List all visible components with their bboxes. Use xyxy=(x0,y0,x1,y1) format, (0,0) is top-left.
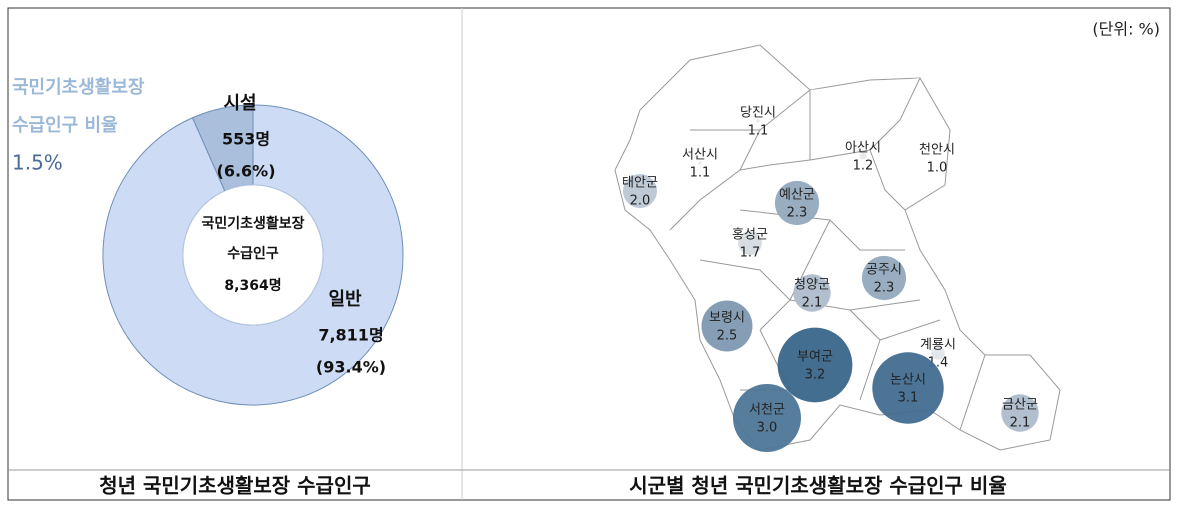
left-caption: 청년 국민기초생활보장 수급인구 xyxy=(99,474,371,498)
region-bubble xyxy=(859,152,867,160)
region-bubble xyxy=(774,180,820,226)
unit-label: (단위: %) xyxy=(1092,20,1160,39)
region-name: 보령시 xyxy=(709,311,745,326)
segment-name: 일반 xyxy=(328,289,362,310)
region-value: 1.0 xyxy=(927,161,948,176)
note-value: 1.5% xyxy=(12,151,63,175)
region-value: 2.1 xyxy=(1010,416,1031,431)
center-label: 국민기초생활보장 xyxy=(201,215,304,232)
region-value: 1.7 xyxy=(740,246,761,261)
region-value: 2.1 xyxy=(802,296,823,311)
region-value: 1.1 xyxy=(690,166,711,181)
region-value: 2.0 xyxy=(630,194,651,209)
bubbles: 당진시 1.1 서산시 1.1 아산시 1.2 천안시 1.0 태안군 2.0 예산군 2.3 홍성군 1… xyxy=(622,106,1039,452)
region-name: 당진시 xyxy=(740,106,776,121)
right-caption: 시군별 청년 국민기초생활보장 수급인구 비율 xyxy=(629,474,1006,498)
region-name: 공주시 xyxy=(866,263,902,278)
region-name: 서산시 xyxy=(682,148,718,163)
region-name: 태안군 xyxy=(622,176,658,191)
region-value: 3.0 xyxy=(757,421,778,436)
frame xyxy=(7,7,1171,501)
region-value: 3.1 xyxy=(898,391,919,406)
region-value: 2.3 xyxy=(787,206,808,221)
segment-count: 553명 xyxy=(222,130,270,149)
region-value: 2.3 xyxy=(874,281,895,296)
region-value: 1.2 xyxy=(853,159,874,174)
region-bubble xyxy=(733,384,801,452)
region-name: 논산시 xyxy=(890,373,926,388)
region-name: 청양군 xyxy=(794,278,830,293)
region-name: 서천군 xyxy=(749,403,785,418)
region-bubble xyxy=(861,255,907,301)
region-name: 홍성군 xyxy=(732,228,768,243)
center-total: 8,364명 xyxy=(224,277,281,294)
region-bubble xyxy=(738,231,762,255)
region-bubble xyxy=(623,174,657,208)
donut-hole xyxy=(182,184,324,326)
region-name: 계룡시 xyxy=(920,338,956,353)
note-line: 국민기초생활보장 xyxy=(12,77,145,98)
center-label: 수급인구 xyxy=(227,245,279,262)
region-bubble xyxy=(931,346,945,360)
region-name: 예산군 xyxy=(779,188,815,203)
segment-name: 시설 xyxy=(223,93,256,114)
region-name: 아산시 xyxy=(845,141,881,156)
segment-share: (93.4%) xyxy=(316,358,386,377)
region-bubble xyxy=(793,274,831,312)
region-bubble xyxy=(777,327,853,403)
region-bubble xyxy=(756,119,760,123)
region-name: 금산군 xyxy=(1002,398,1038,413)
region-bubble xyxy=(1001,394,1039,432)
note-line: 수급인구 비율 xyxy=(12,115,118,136)
region-name: 부여군 xyxy=(797,350,833,365)
region-name: 천안시 xyxy=(919,143,955,158)
region-bubble xyxy=(701,300,753,352)
region-value: 3.2 xyxy=(805,368,826,383)
region-bubble xyxy=(872,352,944,424)
segment-count: 7,811명 xyxy=(318,326,383,345)
region-bubble xyxy=(698,161,702,165)
region-value: 1.1 xyxy=(748,124,769,139)
region-value: 2.5 xyxy=(717,329,738,344)
segment-share: (6.6%) xyxy=(217,162,276,181)
